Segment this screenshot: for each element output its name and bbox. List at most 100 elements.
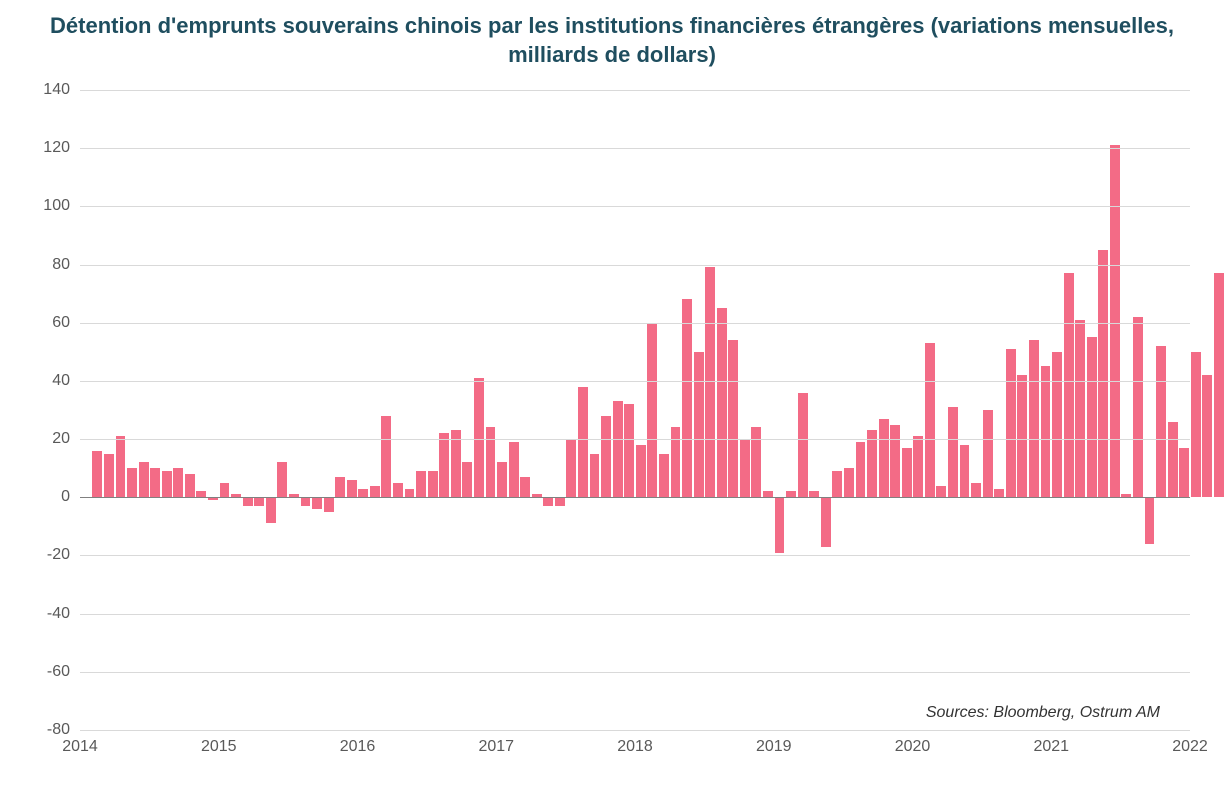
bar: [243, 497, 253, 506]
x-tick-label: 2018: [617, 730, 653, 756]
bar: [324, 497, 334, 512]
bar: [1087, 337, 1097, 497]
bar: [509, 442, 519, 497]
bar: [301, 497, 311, 506]
bar: [994, 489, 1004, 498]
bar: [821, 497, 831, 546]
bar: [474, 378, 484, 497]
bar: [971, 483, 981, 498]
bar: [277, 462, 287, 497]
bar: [220, 483, 230, 498]
bar: [960, 445, 970, 497]
bar: [636, 445, 646, 497]
bar: [566, 439, 576, 497]
bar: [578, 387, 588, 498]
bar: [104, 454, 114, 498]
bar: [381, 416, 391, 497]
bar: [879, 419, 889, 498]
bar: [173, 468, 183, 497]
x-tick-label: 2014: [62, 730, 98, 756]
bar: [347, 480, 357, 497]
gridline: [80, 672, 1190, 673]
bar: [775, 497, 785, 552]
gridline: [80, 497, 1190, 498]
x-tick-label: 2016: [340, 730, 376, 756]
bar: [601, 416, 611, 497]
x-tick-label: 2022: [1172, 730, 1208, 756]
bar: [416, 471, 426, 497]
y-tick-label: 20: [10, 430, 80, 448]
gridline: [80, 614, 1190, 615]
bar: [613, 401, 623, 497]
x-tick-label: 2015: [201, 730, 237, 756]
bar: [890, 425, 900, 498]
bar: [948, 407, 958, 497]
bar: [1006, 349, 1016, 497]
bar: [682, 299, 692, 497]
bar: [116, 436, 126, 497]
bar: [312, 497, 322, 509]
bar: [405, 489, 415, 498]
plot-area: Sources: Bloomberg, Ostrum AM -80-60-40-…: [80, 90, 1190, 730]
y-tick-label: -20: [10, 546, 80, 564]
chart-title: Détention d'emprunts souverains chinois …: [0, 12, 1224, 69]
x-tick-label: 2017: [478, 730, 514, 756]
bar: [439, 433, 449, 497]
gridline: [80, 148, 1190, 149]
bar: [798, 393, 808, 498]
gridline: [80, 439, 1190, 440]
y-tick-label: 120: [10, 139, 80, 157]
bar: [1017, 375, 1027, 497]
bar: [671, 427, 681, 497]
bar: [1179, 448, 1189, 497]
bar: [555, 497, 565, 506]
bar: [185, 474, 195, 497]
bar: [694, 352, 704, 497]
bar: [751, 427, 761, 497]
bar: [983, 410, 993, 497]
bar: [936, 486, 946, 498]
bar: [1214, 273, 1224, 497]
bar: [1041, 366, 1051, 497]
bar: [497, 462, 507, 497]
bar: [728, 340, 738, 497]
y-tick-label: 140: [10, 81, 80, 99]
bar: [1110, 145, 1120, 497]
bar: [856, 442, 866, 497]
bar: [266, 497, 276, 523]
bar: [659, 454, 669, 498]
bar: [162, 471, 172, 497]
x-tick-label: 2021: [1033, 730, 1069, 756]
bars-layer: [80, 90, 1190, 730]
bar: [451, 430, 461, 497]
bar: [1133, 317, 1143, 497]
bar: [127, 468, 137, 497]
bar: [1098, 250, 1108, 497]
bar: [543, 497, 553, 506]
y-tick-label: 100: [10, 197, 80, 215]
bar: [1052, 352, 1062, 497]
gridline: [80, 381, 1190, 382]
bar: [913, 436, 923, 497]
y-tick-label: 60: [10, 314, 80, 332]
bar: [705, 267, 715, 497]
bar: [254, 497, 264, 506]
bar: [486, 427, 496, 497]
gridline: [80, 323, 1190, 324]
gridline: [80, 555, 1190, 556]
bar: [867, 430, 877, 497]
bar: [358, 489, 368, 498]
bar: [335, 477, 345, 497]
gridline: [80, 265, 1190, 266]
y-tick-label: -60: [10, 663, 80, 681]
x-tick-label: 2019: [756, 730, 792, 756]
bar: [1075, 320, 1085, 497]
bar: [1156, 346, 1166, 497]
y-tick-label: 80: [10, 256, 80, 274]
y-tick-label: 40: [10, 372, 80, 390]
bar: [92, 451, 102, 498]
bar: [393, 483, 403, 498]
bar: [832, 471, 842, 497]
bar: [1064, 273, 1074, 497]
bar: [428, 471, 438, 497]
